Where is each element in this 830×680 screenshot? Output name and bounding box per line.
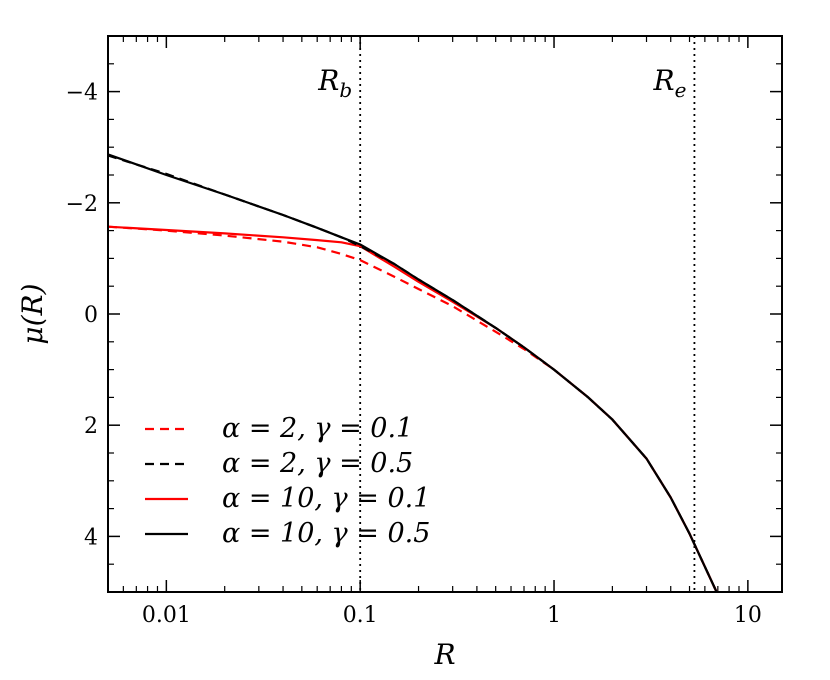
- legend: α = 2, γ = 0.1 α = 2, γ = 0.5 α = 10, γ = …: [145, 413, 430, 549]
- legend-label-0: α = 2, γ = 0.1: [222, 413, 413, 444]
- series-group: [108, 153, 718, 592]
- x-tick-label: 1: [547, 603, 561, 628]
- y-tick-label: 2: [84, 414, 98, 439]
- y-tick-label: −4: [66, 81, 98, 106]
- plot-frame: [107, 35, 783, 593]
- legend-label-2: α = 10, γ = 0.1: [222, 483, 430, 514]
- x-axis-title: R: [433, 638, 455, 671]
- x-tick-label: 0.01: [142, 603, 191, 628]
- vline-label-e: Re: [652, 64, 686, 102]
- y-tick-label: 0: [84, 303, 98, 328]
- y-axis-title: μ(R): [16, 283, 49, 344]
- y-tick-label: −2: [66, 192, 98, 217]
- x-tick-label: 10: [734, 603, 762, 628]
- y-tick-label: 4: [84, 525, 98, 550]
- reference-lines: Rb Re: [317, 36, 696, 592]
- vline-label-b: Rb: [317, 64, 352, 102]
- series-line-3: [108, 153, 718, 592]
- legend-label-3: α = 10, γ = 0.5: [222, 518, 430, 549]
- x-tick-label: 0.1: [343, 603, 378, 628]
- legend-label-1: α = 2, γ = 0.5: [222, 448, 413, 479]
